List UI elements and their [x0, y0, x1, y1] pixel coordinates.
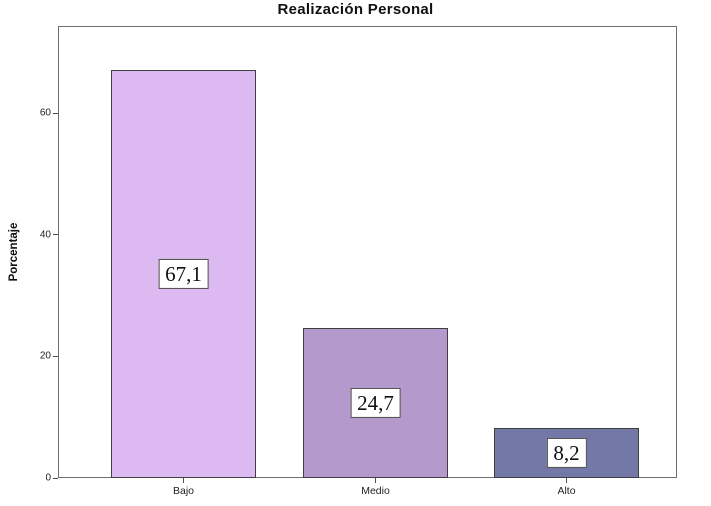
y-tick-mark	[53, 477, 58, 479]
x-tick-mark	[566, 478, 567, 483]
bar-medio	[303, 327, 448, 478]
y-tick-mark	[53, 112, 58, 114]
y-tick-label: 60	[39, 107, 51, 119]
y-tick-mark	[53, 234, 58, 236]
x-category-label: Bajo	[172, 485, 195, 497]
y-tick-mark	[53, 355, 58, 357]
x-category-label: Medio	[361, 485, 390, 497]
x-category-label: Alto	[557, 485, 576, 497]
x-tick-mark	[375, 478, 376, 483]
y-tick-label: 40	[39, 229, 51, 241]
bar-value-label: 8,2	[546, 438, 587, 469]
chart-title: Realización Personal	[277, 1, 434, 18]
y-tick-label: 20	[39, 350, 51, 362]
bar-value-label: 67,1	[158, 259, 209, 290]
bar-value-label: 24,7	[350, 387, 401, 419]
y-tick-label: 0	[45, 472, 51, 484]
x-tick-mark	[183, 478, 184, 483]
